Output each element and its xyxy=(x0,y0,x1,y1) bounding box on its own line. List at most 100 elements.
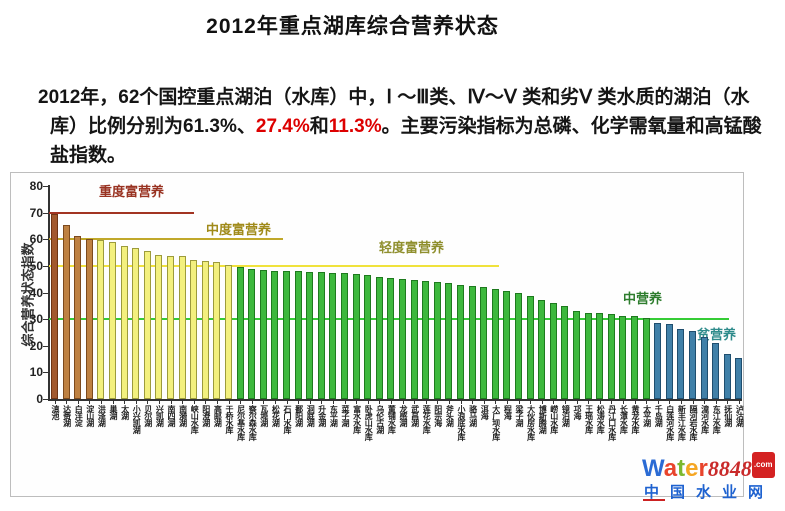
y-axis-line xyxy=(48,185,50,400)
intro-paragraph: 2012年，62个国控重点湖泊（水库）中，Ⅰ ～Ⅲ类、Ⅳ～Ⅴ 类和劣Ⅴ 类水质的… xyxy=(38,83,776,170)
x-axis-label: 博斯腾湖 xyxy=(538,405,548,433)
watermark-com-badge: .com xyxy=(751,452,775,478)
bar xyxy=(51,213,58,399)
bar xyxy=(190,259,198,399)
y-tick-mark xyxy=(43,372,48,374)
x-tick-mark xyxy=(599,400,601,404)
x-tick-mark xyxy=(669,400,671,404)
x-tick-mark xyxy=(367,400,369,404)
x-tick-mark xyxy=(112,400,114,404)
x-tick-mark xyxy=(193,400,195,404)
x-axis-label: 白莲河水库 xyxy=(665,405,675,440)
bar xyxy=(654,322,662,399)
x-tick-mark xyxy=(634,400,636,404)
bar xyxy=(213,261,221,399)
bar xyxy=(120,246,128,399)
y-tick-label: 60 xyxy=(29,232,43,247)
x-axis-label: 莲花水库 xyxy=(422,405,432,433)
bar xyxy=(631,316,638,399)
x-tick-mark xyxy=(216,400,218,404)
x-tick-mark xyxy=(274,400,276,404)
bar xyxy=(468,285,476,399)
watermark-underline xyxy=(643,499,665,501)
x-tick-mark xyxy=(240,400,242,404)
x-tick-mark xyxy=(715,400,717,404)
intro-segment: 11.3% xyxy=(328,116,382,137)
x-tick-mark xyxy=(657,400,659,404)
x-axis-label: 升金湖 xyxy=(317,405,327,426)
y-tick-mark xyxy=(43,319,48,321)
x-axis-label: 斧头湖 xyxy=(445,405,455,426)
x-tick-mark xyxy=(680,400,682,404)
x-axis-label: 瓦埠湖 xyxy=(259,405,269,426)
x-axis-label: 小浪底水库 xyxy=(457,405,466,440)
x-axis-label: 太平湖 xyxy=(642,405,652,426)
bar xyxy=(74,235,82,399)
x-tick-mark xyxy=(100,400,102,404)
x-tick-mark xyxy=(77,400,79,404)
zone-label: 中度富营养 xyxy=(206,222,272,237)
y-tick-mark xyxy=(43,265,48,267)
intro-segment: 和 xyxy=(309,116,329,137)
x-axis-label: 隔河岩水库 xyxy=(689,405,698,440)
x-tick-mark xyxy=(460,400,462,404)
x-axis-label: 东平湖 xyxy=(329,405,339,426)
x-axis-label: 千岛湖 xyxy=(654,405,664,426)
x-axis-label: 洱海 xyxy=(480,405,490,419)
x-axis-label: 卧虎山水库 xyxy=(364,405,374,440)
x-tick-mark xyxy=(135,400,137,404)
x-axis-label: 于桥水库 xyxy=(225,405,234,433)
bar xyxy=(480,287,488,399)
bar xyxy=(607,314,615,399)
bar xyxy=(317,272,325,399)
x-axis-label: 太湖 xyxy=(120,405,130,419)
watermark-letter: t xyxy=(677,455,686,482)
x-axis-label: 洞庭湖 xyxy=(306,405,316,426)
y-tick-mark xyxy=(43,292,48,294)
bar xyxy=(178,256,186,399)
bar xyxy=(433,282,441,399)
x-tick-mark xyxy=(530,400,532,404)
x-axis-label: 菜子湖 xyxy=(341,405,350,426)
bar xyxy=(132,248,140,399)
bar xyxy=(503,290,511,399)
x-axis-label: 松花湖 xyxy=(271,405,281,426)
y-tick-label: 20 xyxy=(29,338,43,353)
bar xyxy=(712,343,720,399)
watermark-letter: a xyxy=(663,455,678,482)
x-axis-label: 龙感湖 xyxy=(399,405,408,426)
bar xyxy=(248,269,256,399)
x-axis-label: 崂山水库 xyxy=(549,405,559,433)
bar xyxy=(375,276,383,399)
bar xyxy=(642,318,650,399)
x-axis-label: 淀山湖 xyxy=(85,405,95,426)
x-tick-mark xyxy=(414,400,416,404)
zone-threshold-line xyxy=(49,211,194,214)
x-tick-mark xyxy=(611,400,613,404)
x-tick-mark xyxy=(158,400,160,404)
x-axis-label: 大广坝水库 xyxy=(491,405,501,440)
x-axis-label: 新丰江水库 xyxy=(677,405,687,440)
bar xyxy=(677,329,685,399)
x-axis-label: 达赉湖 xyxy=(62,405,72,426)
bar xyxy=(364,275,372,399)
x-tick-mark xyxy=(89,400,91,404)
x-tick-mark xyxy=(437,400,439,404)
watermark: Water8848 .com 中国水业网 xyxy=(642,452,785,508)
page-title: 2012年重点湖库综合营养状态 xyxy=(206,15,499,38)
x-axis-label: 抚仙湖 xyxy=(723,405,733,426)
x-tick-mark xyxy=(518,400,520,404)
y-tick-mark xyxy=(43,212,48,214)
x-axis-label: 鄱阳湖 xyxy=(294,405,304,426)
x-tick-mark xyxy=(448,400,450,404)
x-axis-label: 察尔森水库 xyxy=(248,405,258,440)
x-tick-mark xyxy=(692,400,694,404)
watermark-letter: e xyxy=(685,455,699,482)
x-tick-mark xyxy=(506,400,508,404)
x-axis-label: 峡山水库 xyxy=(190,405,200,433)
x-tick-mark xyxy=(66,400,68,404)
x-tick-mark xyxy=(356,400,358,404)
x-tick-mark xyxy=(298,400,300,404)
x-axis-label: 乌伦古湖 xyxy=(375,405,385,433)
watermark-brand: Water8848 .com xyxy=(642,452,775,482)
